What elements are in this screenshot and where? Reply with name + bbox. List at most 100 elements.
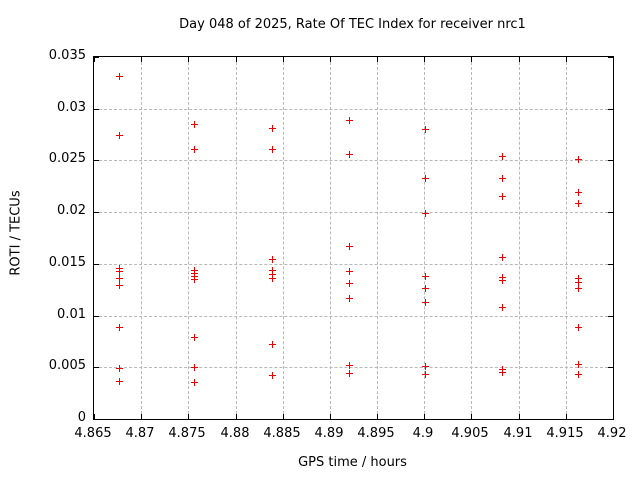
x-tick-mark [330, 414, 331, 419]
y-tick-mark [94, 367, 99, 368]
data-point-marker [116, 281, 124, 289]
y-tick-mark [608, 109, 613, 110]
x-tick-mark [471, 414, 472, 419]
y-tick-label: 0 [77, 410, 86, 425]
data-point-marker [498, 253, 506, 261]
x-gridline [471, 57, 472, 419]
y-tick-mark [94, 419, 99, 420]
x-tick-mark [471, 57, 472, 62]
data-point-marker [422, 126, 430, 134]
x-tick-label: 4.865 [74, 426, 112, 441]
y-tick-label: 0.035 [48, 48, 86, 63]
data-point-marker [345, 369, 353, 377]
y-tick-label: 0.01 [57, 307, 86, 322]
x-tick-mark [519, 57, 520, 62]
data-point-marker [422, 175, 430, 182]
y-tick-label: 0.005 [48, 358, 86, 373]
x-tick-label: 4.88 [220, 426, 250, 441]
data-point-marker [345, 362, 353, 370]
y-tick-mark [608, 212, 613, 213]
data-point-marker [575, 284, 582, 292]
x-tick-label: 4.885 [263, 426, 301, 441]
x-tick-mark [424, 414, 425, 419]
data-point-marker [191, 121, 198, 129]
data-point-marker [422, 299, 430, 307]
x-tick-mark [566, 57, 567, 62]
data-point-marker [575, 278, 582, 286]
x-tick-mark [283, 57, 284, 62]
x-tick-label: 4.92 [597, 426, 627, 441]
x-tick-mark [141, 57, 142, 62]
x-tick-mark [424, 57, 425, 62]
y-gridline [94, 316, 613, 317]
y-tick-label: 0.015 [48, 255, 86, 270]
data-point-marker [575, 188, 582, 196]
x-tick-mark [94, 57, 95, 62]
y-gridline [94, 109, 613, 110]
data-point-marker [269, 340, 277, 348]
y-tick-mark [94, 212, 99, 213]
y-gridline [94, 264, 613, 265]
x-tick-mark [613, 414, 614, 419]
y-tick-mark [608, 367, 613, 368]
data-point-marker [345, 151, 353, 159]
x-gridline [424, 57, 425, 419]
x-gridline [188, 57, 189, 419]
x-tick-mark [236, 414, 237, 419]
data-point-marker [498, 192, 506, 200]
y-tick-label: 0.025 [48, 151, 86, 166]
x-tick-mark [141, 414, 142, 419]
y-gridline [94, 212, 613, 213]
data-point-marker [575, 361, 582, 369]
x-tick-mark [613, 57, 614, 62]
y-tick-mark [94, 109, 99, 110]
chart-title: Day 048 of 2025, Rate Of TEC Index for r… [179, 17, 526, 32]
plot-area [93, 56, 614, 420]
data-point-marker [269, 267, 277, 275]
x-tick-mark [236, 57, 237, 62]
data-point-marker [191, 378, 198, 386]
x-gridline [283, 57, 284, 419]
data-point-marker [422, 210, 430, 218]
x-tick-label: 4.905 [451, 426, 489, 441]
y-tick-label: 0.03 [57, 100, 86, 115]
data-point-marker [575, 324, 582, 331]
x-tick-mark [94, 414, 95, 419]
x-tick-mark [377, 414, 378, 419]
y-tick-mark [608, 264, 613, 265]
data-point-marker [269, 275, 277, 283]
y-tick-mark [94, 264, 99, 265]
data-point-marker [345, 268, 353, 276]
x-tick-label: 4.875 [168, 426, 206, 441]
x-tick-mark [519, 414, 520, 419]
data-point-marker [345, 279, 353, 287]
data-point-marker [422, 363, 430, 371]
x-tick-label: 4.91 [503, 426, 533, 441]
data-point-marker [345, 117, 353, 125]
data-point-marker [191, 364, 198, 372]
data-point-marker [269, 255, 277, 263]
data-point-marker [498, 277, 506, 285]
data-point-marker [422, 284, 430, 292]
data-point-marker [269, 371, 277, 379]
data-point-marker [191, 334, 198, 342]
x-gridline [566, 57, 567, 419]
data-point-marker [269, 125, 277, 133]
x-gridline [377, 57, 378, 419]
x-axis-label: GPS time / hours [298, 455, 407, 470]
data-point-marker [498, 304, 506, 312]
data-point-marker [422, 370, 430, 378]
x-tick-mark [188, 414, 189, 419]
x-tick-mark [377, 57, 378, 62]
y-tick-mark [608, 160, 613, 161]
x-tick-label: 4.915 [546, 426, 584, 441]
data-point-marker [422, 273, 430, 281]
data-point-marker [116, 377, 124, 385]
x-tick-label: 4.87 [125, 426, 155, 441]
y-tick-mark [94, 57, 99, 58]
data-point-marker [498, 175, 506, 182]
y-tick-mark [608, 419, 613, 420]
data-point-marker [345, 295, 353, 302]
y-gridline [94, 160, 613, 161]
data-point-marker [116, 324, 124, 331]
